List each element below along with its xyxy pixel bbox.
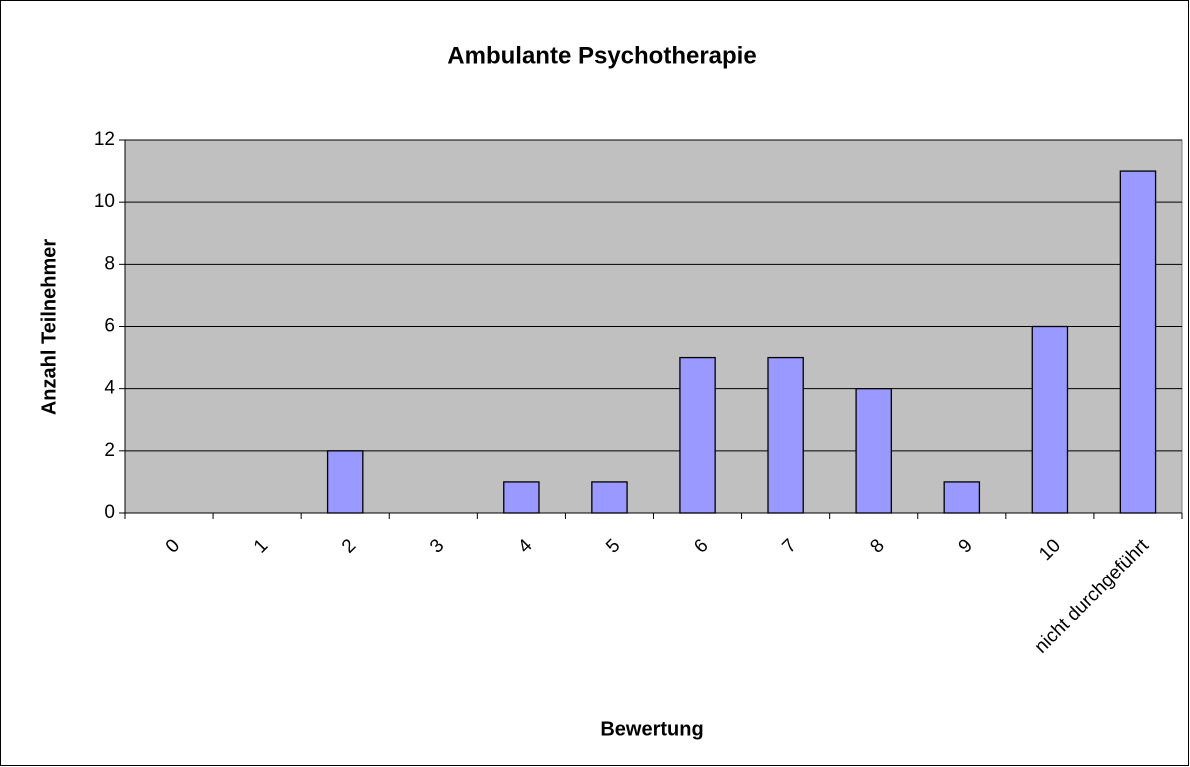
bar (679, 356, 716, 514)
bar (503, 481, 540, 514)
y-tick-label: 2 (104, 440, 115, 461)
y-tick-label: 12 (94, 129, 115, 150)
bar (591, 481, 628, 514)
y-tick-label: 8 (104, 253, 115, 274)
bar (767, 356, 804, 514)
y-axis-label: Anzahl Teilnehmer (38, 239, 60, 416)
bar (1031, 325, 1069, 514)
x-axis-label: Bewertung (600, 718, 703, 740)
y-tick-label: 4 (104, 378, 115, 399)
y-tick-label: 10 (94, 191, 115, 212)
y-tick-label: 6 (104, 316, 115, 337)
bar (943, 481, 981, 514)
bar (326, 450, 364, 514)
bar (855, 388, 892, 514)
y-tick-label: 0 (104, 502, 115, 523)
chart-title: Ambulante Psychotherapie (447, 42, 756, 69)
bar (1119, 170, 1157, 514)
